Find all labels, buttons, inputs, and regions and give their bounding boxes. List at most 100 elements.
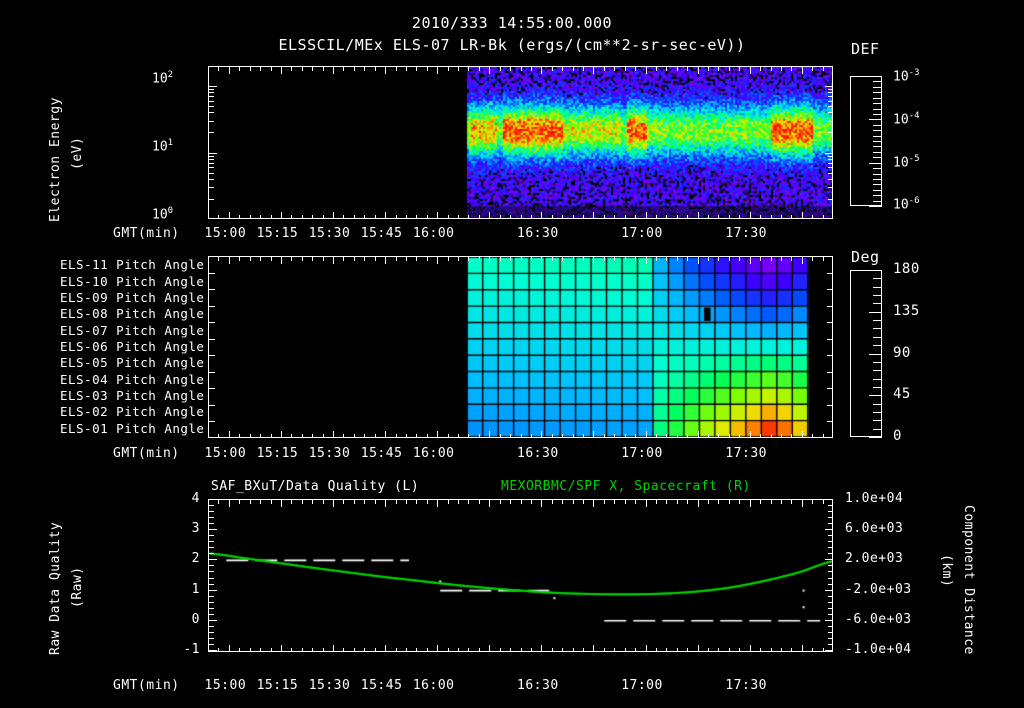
axis-tick — [562, 434, 563, 438]
axis-tick — [396, 67, 397, 71]
panel3-plot-area[interactable] — [208, 499, 833, 652]
axis-tick — [218, 434, 219, 438]
panel2-plot-area[interactable] — [208, 256, 833, 438]
axis-tick — [739, 434, 740, 438]
axis-tick — [448, 648, 449, 652]
axis-tick — [239, 500, 240, 504]
axis-tick — [500, 434, 501, 438]
axis-tick — [375, 434, 376, 438]
axis-tick — [828, 179, 833, 180]
axis-tick — [614, 500, 615, 504]
axis-tick — [260, 648, 261, 652]
axis-tick — [531, 257, 532, 261]
axis-tick — [823, 648, 824, 652]
axis-tick — [427, 257, 428, 261]
panel2-row-label-7: ELS-04 Pitch Angle — [60, 371, 205, 387]
header-subtitle: ELSSCIL/MEx ELS-07 LR-Bk (ergs/(cm**2-sr… — [278, 36, 746, 54]
axis-tick — [781, 67, 782, 71]
axis-tick — [698, 257, 699, 264]
panel3-title-left: SAF_BXuT/Data Quality (L) — [211, 479, 420, 494]
colorbar-tick — [869, 76, 882, 77]
axis-tick — [552, 257, 553, 261]
axis-tick — [281, 212, 282, 219]
axis-tick — [229, 257, 230, 264]
axis-tick — [825, 620, 833, 621]
panel3-ytick-left-3: 1 — [191, 581, 200, 597]
axis-tick — [239, 67, 240, 71]
axis-tick — [828, 578, 833, 579]
panel3-xaxis-label: GMT(min) — [113, 678, 180, 693]
panel1-colorbar-label-3: 10-3 — [893, 68, 920, 85]
axis-tick — [323, 67, 324, 71]
xtick-label: 15:30 — [308, 446, 351, 461]
axis-tick — [521, 434, 522, 438]
axis-tick — [646, 257, 647, 264]
axis-tick — [343, 67, 344, 71]
panel3-ytick-left-4: 0 — [191, 611, 200, 627]
axis-tick — [260, 215, 261, 219]
axis-tick — [281, 645, 282, 652]
axis-tick — [448, 500, 449, 504]
xtick-label: 15:45 — [360, 446, 403, 461]
axis-tick — [500, 215, 501, 219]
axis-tick — [209, 167, 214, 168]
axis-tick — [666, 434, 667, 438]
axis-tick — [604, 500, 605, 504]
axis-tick — [239, 434, 240, 438]
axis-tick — [250, 434, 251, 438]
axis-tick — [354, 67, 355, 71]
axis-tick — [771, 500, 772, 504]
colorbar-tick — [873, 92, 882, 93]
axis-tick — [781, 500, 782, 504]
axis-tick — [562, 257, 563, 261]
axis-tick — [302, 500, 303, 504]
axis-tick — [791, 500, 792, 504]
axis-tick — [385, 212, 386, 219]
axis-tick — [635, 434, 636, 438]
axis-tick — [468, 67, 469, 71]
colorbar-tick — [869, 437, 882, 438]
panel3-ytick-right-4: -6.0e+03 — [845, 611, 912, 627]
axis-tick — [729, 648, 730, 652]
axis-tick — [729, 215, 730, 219]
axis-tick — [687, 215, 688, 219]
colorbar-tick — [873, 278, 882, 279]
axis-tick — [209, 535, 214, 536]
axis-tick — [281, 431, 282, 438]
axis-tick — [646, 212, 647, 219]
axis-tick — [687, 67, 688, 71]
panel2-row-label-2: ELS-09 Pitch Angle — [60, 289, 205, 305]
axis-tick — [828, 517, 833, 518]
axis-tick — [209, 101, 214, 102]
axis-tick — [375, 215, 376, 219]
axis-tick — [656, 434, 657, 438]
axis-tick — [646, 645, 647, 652]
axis-tick — [573, 500, 574, 504]
axis-tick — [771, 434, 772, 438]
panel1-plot-area[interactable] — [208, 66, 833, 219]
axis-tick — [781, 215, 782, 219]
axis-tick — [828, 173, 833, 174]
axis-tick — [771, 215, 772, 219]
colorbar-tick — [873, 287, 882, 288]
axis-tick — [209, 421, 215, 422]
axis-tick — [583, 67, 584, 71]
axis-tick — [437, 67, 438, 74]
axis-tick — [323, 434, 324, 438]
panel1-colorbar-label-4: 10-4 — [893, 111, 920, 128]
panel1-colorbar-label-6: 10-6 — [893, 196, 920, 213]
axis-tick — [458, 67, 459, 71]
axis-tick — [635, 257, 636, 261]
axis-tick — [791, 257, 792, 261]
axis-tick — [271, 215, 272, 219]
axis-tick — [416, 500, 417, 504]
colorbar-tick — [873, 370, 882, 371]
axis-tick — [760, 215, 761, 219]
axis-tick — [385, 257, 386, 264]
axis-tick — [250, 215, 251, 219]
axis-tick — [677, 67, 678, 71]
colorbar-tick — [873, 157, 882, 158]
axis-tick — [828, 626, 833, 627]
axis-tick — [302, 648, 303, 652]
axis-tick — [562, 67, 563, 71]
